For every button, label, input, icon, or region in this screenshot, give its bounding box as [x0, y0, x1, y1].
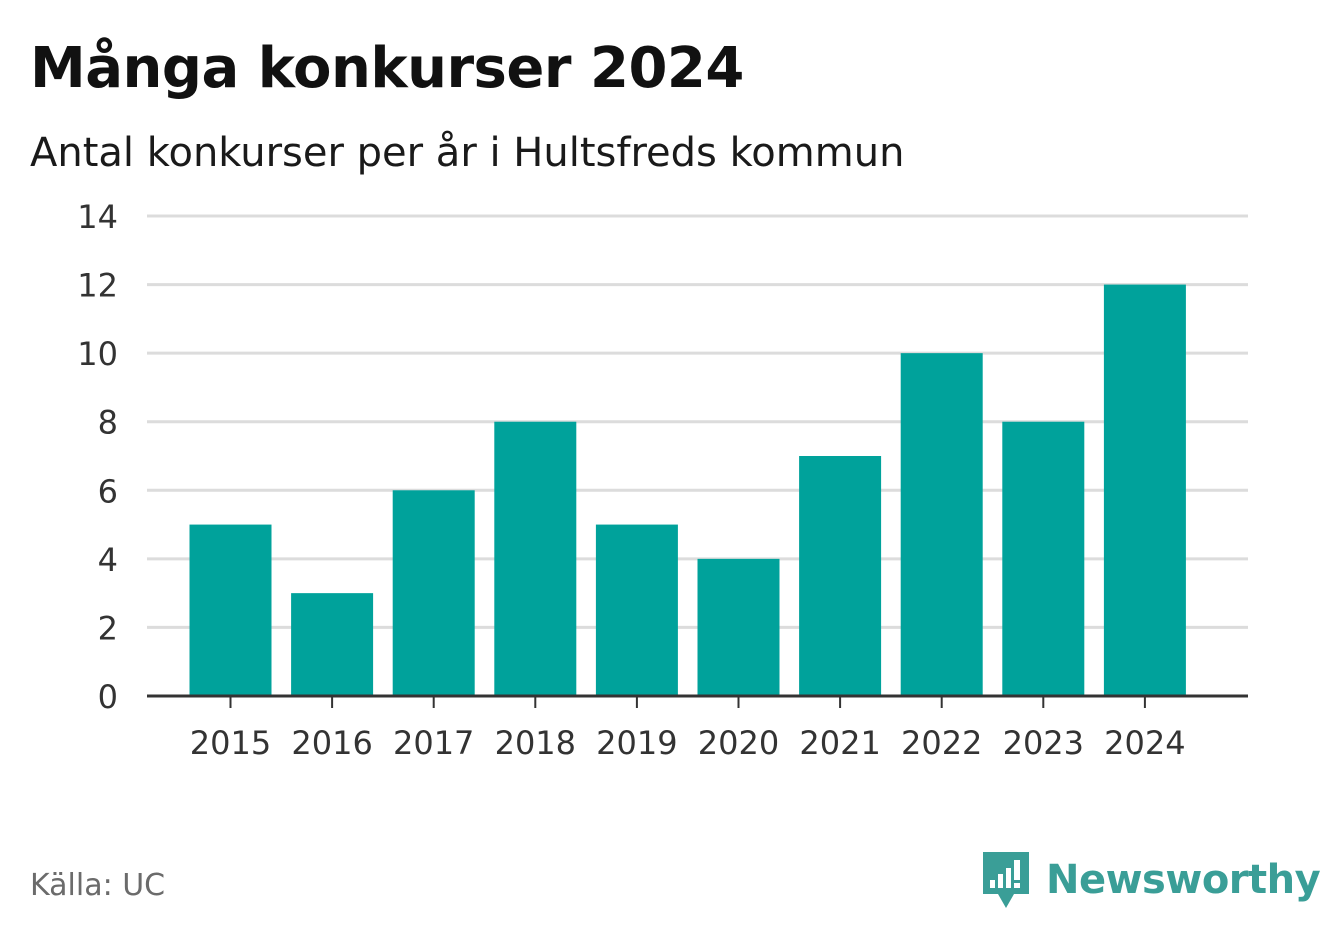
- brand-name: Newsworthy: [1046, 857, 1321, 903]
- newsworthy-logo-icon: [983, 852, 1029, 908]
- bar-2021: [799, 456, 882, 696]
- bar-2017: [392, 490, 475, 696]
- x-tick-label: 2021: [799, 724, 880, 762]
- brand-logo: Newsworthy: [980, 850, 1321, 910]
- bar-2018: [494, 421, 577, 696]
- x-tick-label: 2017: [393, 724, 474, 762]
- y-tick-label: 8: [98, 404, 118, 442]
- bar-2022: [900, 353, 983, 696]
- chart-title: Många konkurser 2024: [30, 36, 744, 101]
- bar-2015: [189, 524, 272, 696]
- x-tick-label: 2019: [596, 724, 677, 762]
- y-tick-label: 12: [77, 267, 118, 305]
- y-tick-label: 2: [98, 609, 118, 647]
- bar-2016: [291, 593, 374, 696]
- x-tick-label: 2020: [698, 724, 779, 762]
- source-note: Källa: UC: [30, 868, 166, 903]
- bar-2019: [595, 524, 678, 696]
- chart-subtitle: Antal konkurser per år i Hultsfreds komm…: [30, 130, 905, 176]
- x-tick-label: 2018: [495, 724, 576, 762]
- x-axis-ticks: 2015 2016 2017 2018 2019 2020 2021 2022 2023 2024: [190, 696, 1186, 762]
- y-tick-label: 0: [98, 678, 118, 716]
- y-tick-label: 14: [77, 198, 118, 236]
- bar-2020: [697, 558, 780, 696]
- x-tick-label: 2015: [190, 724, 271, 762]
- x-tick-label: 2016: [291, 724, 372, 762]
- x-tick-label: 2022: [901, 724, 982, 762]
- y-tick-label: 4: [98, 541, 118, 579]
- bar-2024: [1103, 284, 1186, 696]
- x-tick-label: 2023: [1003, 724, 1084, 762]
- y-tick-label: 10: [77, 335, 118, 373]
- y-tick-label: 6: [98, 472, 118, 510]
- bar-chart: 0 2 4 6 8 10 12 14 2015 2016 2017 2018 2019 2020 2021…: [77, 198, 1248, 762]
- bars: [189, 284, 1186, 696]
- y-axis-ticks: 0 2 4 6 8 10 12 14: [77, 198, 118, 716]
- x-tick-label: 2024: [1104, 724, 1185, 762]
- bar-2023: [1002, 421, 1085, 696]
